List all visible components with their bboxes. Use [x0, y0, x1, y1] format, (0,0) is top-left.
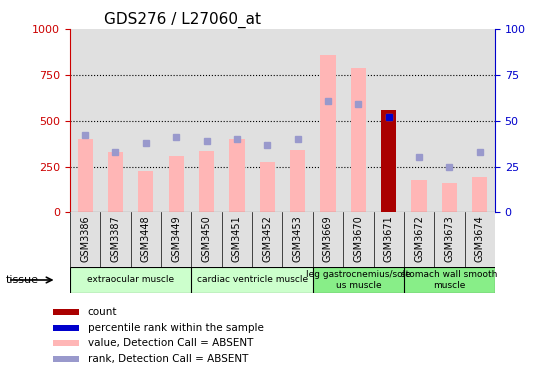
Bar: [373, 212, 404, 267]
Bar: [351, 68, 366, 212]
Text: leg gastrocnemius/sole
us muscle: leg gastrocnemius/sole us muscle: [306, 270, 411, 290]
Text: tissue: tissue: [5, 275, 38, 285]
Bar: [373, 29, 404, 212]
Bar: [222, 29, 252, 212]
Bar: [260, 162, 275, 212]
Bar: [282, 29, 313, 212]
Text: stomach wall smooth
muscle: stomach wall smooth muscle: [401, 270, 498, 290]
Bar: [412, 180, 427, 212]
Bar: [313, 29, 343, 212]
Text: GSM3449: GSM3449: [171, 215, 181, 262]
Text: count: count: [88, 307, 117, 317]
Text: GSM3669: GSM3669: [323, 215, 333, 262]
Bar: [222, 212, 252, 267]
Text: GSM3386: GSM3386: [80, 215, 90, 262]
Text: GSM3673: GSM3673: [444, 215, 455, 262]
Bar: [313, 267, 404, 293]
Text: extraocular muscle: extraocular muscle: [87, 276, 174, 284]
Bar: [53, 356, 79, 362]
Bar: [343, 212, 373, 267]
Bar: [131, 212, 161, 267]
Bar: [199, 151, 214, 212]
Bar: [100, 29, 131, 212]
Bar: [100, 212, 131, 267]
Bar: [404, 212, 434, 267]
Text: GSM3674: GSM3674: [475, 215, 485, 262]
Bar: [70, 267, 192, 293]
Bar: [434, 212, 465, 267]
Bar: [472, 177, 487, 212]
Bar: [434, 29, 465, 212]
Bar: [108, 152, 123, 212]
Bar: [229, 139, 244, 212]
Text: GSM3671: GSM3671: [384, 215, 394, 262]
Text: GSM3672: GSM3672: [414, 215, 424, 262]
Bar: [465, 29, 495, 212]
Bar: [70, 212, 100, 267]
Bar: [161, 212, 192, 267]
Text: GSM3448: GSM3448: [141, 215, 151, 262]
Bar: [313, 212, 343, 267]
Bar: [465, 212, 495, 267]
Bar: [192, 267, 313, 293]
Bar: [404, 267, 495, 293]
Bar: [442, 183, 457, 212]
Bar: [381, 110, 397, 212]
Bar: [138, 171, 153, 212]
Bar: [404, 29, 434, 212]
Bar: [168, 157, 184, 212]
Bar: [53, 309, 79, 315]
Text: GSM3387: GSM3387: [110, 215, 121, 262]
Bar: [161, 29, 192, 212]
Bar: [77, 139, 93, 212]
Text: GSM3451: GSM3451: [232, 215, 242, 262]
Bar: [192, 212, 222, 267]
Bar: [131, 29, 161, 212]
Bar: [70, 29, 100, 212]
Bar: [53, 340, 79, 346]
Bar: [282, 212, 313, 267]
Bar: [381, 110, 397, 212]
Text: GSM3450: GSM3450: [202, 215, 211, 262]
Bar: [192, 29, 222, 212]
Text: percentile rank within the sample: percentile rank within the sample: [88, 323, 264, 333]
Bar: [321, 55, 336, 212]
Bar: [343, 29, 373, 212]
Text: GDS276 / L27060_at: GDS276 / L27060_at: [104, 12, 261, 28]
Bar: [252, 212, 282, 267]
Text: GSM3452: GSM3452: [262, 215, 272, 262]
Text: rank, Detection Call = ABSENT: rank, Detection Call = ABSENT: [88, 354, 248, 365]
Text: GSM3453: GSM3453: [293, 215, 303, 262]
Text: GSM3670: GSM3670: [353, 215, 363, 262]
Bar: [252, 29, 282, 212]
Bar: [53, 325, 79, 331]
Text: cardiac ventricle muscle: cardiac ventricle muscle: [196, 276, 308, 284]
Text: value, Detection Call = ABSENT: value, Detection Call = ABSENT: [88, 338, 253, 348]
Bar: [290, 150, 305, 212]
